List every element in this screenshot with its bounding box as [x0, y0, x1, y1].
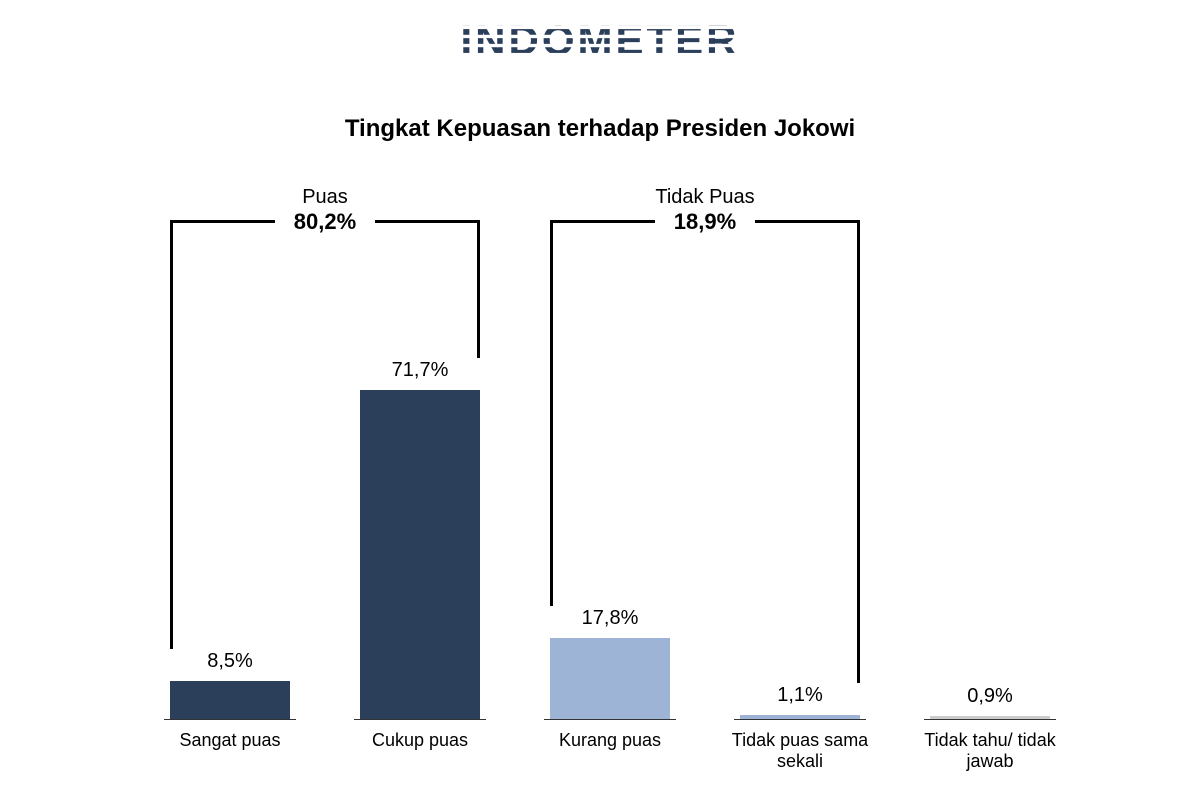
chart-title: Tingkat Kepuasan terhadap Presiden Jokow… — [345, 115, 855, 143]
brand-logo: INDOMETER — [380, 20, 820, 67]
indometer-logo-svg: INDOMETER — [380, 20, 820, 62]
chart-area: 8,5%Sangat puas71,7%Cukup puas17,8%Kuran… — [140, 160, 1100, 780]
bracket-top-right — [755, 220, 860, 223]
group-total: 18,9% — [655, 209, 755, 235]
bracket-side-left — [550, 220, 553, 606]
bracket-side-right — [857, 220, 860, 683]
bracket-top-left — [550, 220, 655, 223]
group-bracket — [140, 160, 1100, 780]
group-label: Tidak Puas — [605, 186, 805, 209]
